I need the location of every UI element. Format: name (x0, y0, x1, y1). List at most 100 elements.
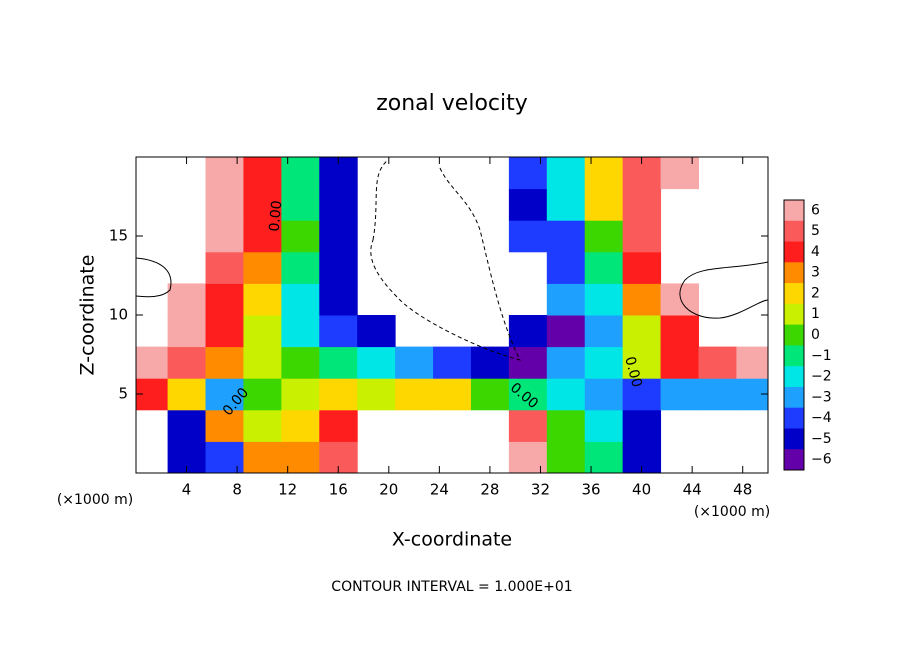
field-cell (546, 283, 586, 316)
field-cell (736, 346, 768, 379)
field-cell (584, 315, 624, 348)
x-tick-label: 36 (581, 481, 600, 499)
colorbar-swatch (784, 428, 804, 450)
chart-title: zonal velocity (376, 91, 528, 116)
field-cell (584, 409, 624, 442)
field-cell (357, 315, 396, 348)
field-cell (546, 157, 586, 190)
field-cell (243, 220, 282, 253)
field-cell (508, 378, 548, 411)
field-cell (319, 315, 358, 348)
field-cell (243, 188, 282, 221)
colorbar-label: 4 (811, 244, 820, 260)
field-cell (546, 220, 586, 253)
colorbar-label: 5 (811, 223, 820, 239)
colorbar-swatch (784, 262, 804, 284)
colorbar-label: −6 (811, 452, 832, 468)
x-tick-label: 16 (329, 481, 348, 499)
field-cell (205, 346, 244, 379)
x-tick-label: 28 (480, 481, 499, 499)
field-cell (508, 157, 548, 190)
field-cell (433, 346, 472, 379)
colorbar-swatch (784, 386, 804, 409)
field-cell (167, 378, 207, 411)
field-cell (167, 315, 207, 348)
field-cell (584, 378, 624, 411)
field-cell (243, 283, 282, 316)
colorbar-swatch (784, 366, 804, 388)
field-cell (281, 157, 320, 190)
field-cell (243, 315, 282, 348)
colorbar-label: 3 (811, 265, 820, 281)
field-cell (243, 409, 282, 442)
field-cell (319, 220, 358, 253)
field-cell (205, 157, 244, 190)
field-cell (136, 378, 169, 411)
field-cell (167, 409, 207, 442)
colorbar-label: −4 (811, 410, 832, 426)
colorbar-label: −2 (811, 369, 832, 385)
colorbar-label: 2 (811, 285, 820, 301)
colorbar-label: −1 (811, 348, 832, 364)
field-cell (736, 378, 768, 411)
field-cell (205, 188, 244, 221)
field-cell (319, 188, 358, 221)
colorbar-swatch (784, 407, 804, 429)
field-cell (319, 283, 358, 316)
field-cell (508, 315, 548, 348)
field-cell (167, 346, 207, 379)
field-cell (281, 315, 320, 348)
field-cell (622, 409, 662, 442)
colorbar-swatch (784, 449, 804, 471)
field-cell (622, 346, 662, 379)
colorbar-label: 1 (811, 306, 820, 322)
field-cell (281, 378, 320, 411)
contour-interval-note: CONTOUR INTERVAL = 1.000E+01 (331, 579, 572, 595)
field-cell (281, 283, 320, 316)
field-cell (584, 220, 624, 253)
field-cell (546, 441, 586, 473)
colorbar-swatch (784, 324, 804, 346)
field-cell (622, 188, 662, 221)
colorbar-label: 0 (811, 327, 820, 343)
x-tick-label: 32 (531, 481, 550, 499)
x-tick-label: 24 (430, 481, 449, 499)
field-cell (433, 378, 472, 411)
field-cell (205, 283, 244, 316)
x-tick-label: 4 (182, 481, 192, 499)
x-tick-label: 12 (278, 481, 297, 499)
field-cell (281, 220, 320, 253)
field-cell (622, 220, 662, 253)
field-cell (622, 283, 662, 316)
contour-label: 0.00 (621, 355, 645, 389)
field-cell (508, 409, 548, 442)
field-cell (281, 251, 320, 284)
field-cell (546, 251, 586, 284)
field-cell (205, 378, 244, 411)
field-cell (660, 283, 699, 316)
field-cell (622, 251, 662, 284)
field-cell (243, 378, 282, 411)
field-cell (243, 346, 282, 379)
field-cell (546, 346, 586, 379)
field-cell (470, 346, 510, 379)
field-cell (622, 315, 662, 348)
field-cell (698, 378, 737, 411)
y-tick-label: 5 (118, 385, 128, 403)
field-cell (584, 283, 624, 316)
field-cell (660, 378, 699, 411)
field-cell (660, 157, 699, 190)
colorbar-swatch (784, 345, 804, 367)
colorbar-label: 6 (811, 202, 820, 218)
field-cell (395, 346, 434, 379)
field-cell (205, 315, 244, 348)
field-cell (167, 283, 207, 316)
y-tick-label: 10 (109, 306, 128, 324)
field-cell (622, 378, 662, 411)
field-cell (281, 409, 320, 442)
field-cell (546, 409, 586, 442)
field-cell (205, 409, 244, 442)
field-cell (584, 157, 624, 190)
field-cell (584, 346, 624, 379)
